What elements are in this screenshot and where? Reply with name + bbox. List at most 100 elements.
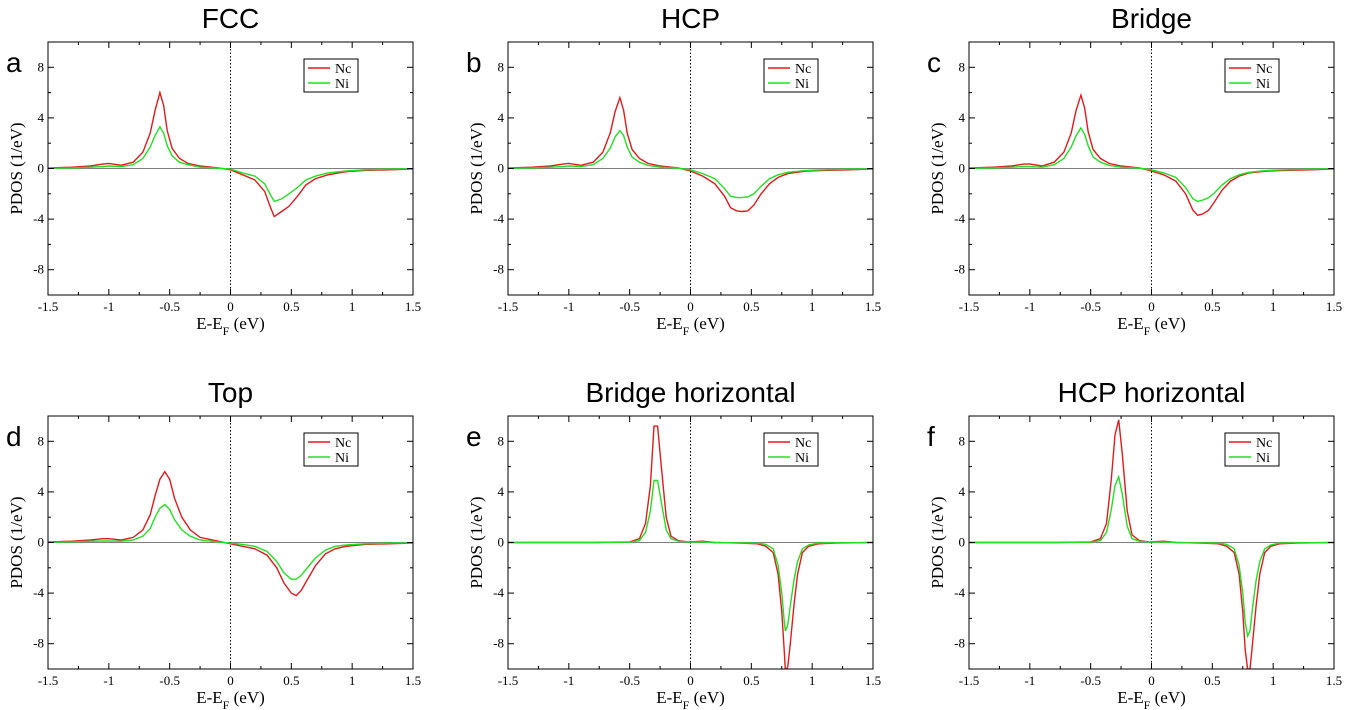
y-axis-label: PDOS (1/eV) <box>7 122 26 214</box>
x-tick-label: 1 <box>1270 299 1277 314</box>
y-axis-label: PDOS (1/eV) <box>467 496 486 588</box>
x-axis-label: E-EF (eV) <box>656 688 725 710</box>
x-tick-label: 0.5 <box>1204 299 1220 314</box>
y-tick-label: 8 <box>959 433 966 448</box>
x-tick-label: 0 <box>227 299 234 314</box>
x-tick-label: 1 <box>349 299 356 314</box>
x-tick-label: -1 <box>1024 673 1035 688</box>
x-axis-label-units: (eV) <box>229 688 264 707</box>
y-tick-label: 8 <box>38 433 45 448</box>
legend-box <box>1224 432 1280 467</box>
x-axis-label: E-EF (eV) <box>1117 688 1186 710</box>
panel-c: Bridge c -1.5 -1 -0.5 0 0.5 1 1.5 -8 -4 0 4 8 E-EF (eV… <box>927 3 1342 338</box>
legend-label-ni: Ni <box>335 451 349 466</box>
panel-letter: c <box>927 47 941 78</box>
panel-letter: d <box>6 421 22 452</box>
legend-box <box>303 58 359 93</box>
panel-e: Bridge horizontal e -1.5 -1 -0.5 0 0.5 1 1.5 -8 -4… <box>466 377 881 710</box>
panel-title: Top <box>208 377 253 408</box>
panel-letter: b <box>466 47 482 78</box>
x-axis-label-units: (eV) <box>689 314 724 333</box>
x-tick-label: 1 <box>349 673 356 688</box>
series-line-ni <box>48 125 413 203</box>
x-tick-label: -1.5 <box>959 299 980 314</box>
x-axis-label-main: E-E <box>196 688 222 707</box>
x-tick-label: 0 <box>1148 299 1155 314</box>
x-axis-label-subscript: F <box>683 698 690 710</box>
legend-label-nc: Nc <box>795 436 811 451</box>
y-axis-label: PDOS (1/eV) <box>928 122 947 214</box>
panel-b: HCP b -1.5 -1 -0.5 0 0.5 1 1.5 -8 -4 0 4 8 E-EF (eV) PD… <box>466 3 881 338</box>
x-tick-label: -0.5 <box>159 673 180 688</box>
series-line-ni <box>969 474 1334 639</box>
x-axis-label-main: E-E <box>656 314 682 333</box>
legend-label-ni: Ni <box>1256 451 1270 466</box>
panel-letter: e <box>466 421 482 452</box>
y-tick-label: -8 <box>33 636 44 651</box>
y-tick-label: 8 <box>38 59 45 74</box>
y-axis-label: PDOS (1/eV) <box>7 496 26 588</box>
y-tick-label: 4 <box>959 110 966 125</box>
panel-title: Bridge <box>1111 3 1192 34</box>
legend-label-nc: Nc <box>1256 62 1272 77</box>
x-tick-label: 0 <box>687 299 694 314</box>
series-line-ni <box>969 126 1334 203</box>
x-tick-label: -0.5 <box>1080 299 1101 314</box>
x-axis-label-main: E-E <box>656 688 682 707</box>
y-tick-label: 4 <box>959 484 966 499</box>
x-tick-label: -1.5 <box>959 673 980 688</box>
legend-label-ni: Ni <box>795 451 809 466</box>
y-tick-label: 0 <box>38 535 45 550</box>
x-tick-label: 1.5 <box>405 299 421 314</box>
x-tick-label: -1 <box>1024 299 1035 314</box>
y-tick-label: 8 <box>498 433 505 448</box>
legend-label-ni: Ni <box>335 77 349 92</box>
x-axis-label-subscript: F <box>223 698 230 710</box>
x-tick-label: 0 <box>227 673 234 688</box>
x-tick-label: 1.5 <box>1326 673 1342 688</box>
legend-label-nc: Nc <box>795 62 811 77</box>
y-tick-label: 8 <box>959 59 966 74</box>
x-axis-label: E-EF (eV) <box>196 314 265 338</box>
y-tick-label: 8 <box>498 59 505 74</box>
panel-title: HCP horizontal <box>1058 377 1246 408</box>
legend-label-nc: Nc <box>335 62 351 77</box>
legend-box <box>1224 58 1280 93</box>
panel-d: Top d -1.5 -1 -0.5 0 0.5 1 1.5 -8 -4 0 4 8 E-EF (eV) PD… <box>6 377 421 710</box>
legend-box <box>303 432 359 467</box>
y-tick-label: -8 <box>33 262 44 277</box>
y-tick-label: -4 <box>954 585 965 600</box>
series-line-ni <box>508 129 873 199</box>
panel-letter: f <box>927 421 935 452</box>
x-axis-label-subscript: F <box>1144 698 1151 710</box>
x-tick-label: -1 <box>103 673 114 688</box>
x-tick-label: -1.5 <box>498 673 519 688</box>
x-tick-label: 1.5 <box>865 673 881 688</box>
y-tick-label: 4 <box>498 484 505 499</box>
panel-title: FCC <box>202 3 260 34</box>
x-axis-label-subscript: F <box>1144 324 1151 338</box>
x-axis-label-main: E-E <box>1117 688 1143 707</box>
y-tick-label: -8 <box>493 636 504 651</box>
y-tick-label: 4 <box>38 484 45 499</box>
x-tick-label: 0.5 <box>283 299 299 314</box>
x-tick-label: 0.5 <box>743 673 759 688</box>
y-tick-label: 0 <box>498 535 505 550</box>
y-tick-label: 0 <box>38 161 45 176</box>
x-tick-label: 1 <box>1270 673 1277 688</box>
x-tick-label: 0.5 <box>1204 673 1220 688</box>
x-tick-label: -1 <box>563 299 574 314</box>
x-tick-label: -1 <box>563 673 574 688</box>
x-tick-label: 1.5 <box>1326 299 1342 314</box>
x-axis-label: E-EF (eV) <box>1117 314 1186 338</box>
y-tick-label: 0 <box>498 161 505 176</box>
y-tick-label: -4 <box>493 211 504 226</box>
x-tick-label: -1.5 <box>38 673 59 688</box>
series-line-ni <box>48 503 413 580</box>
